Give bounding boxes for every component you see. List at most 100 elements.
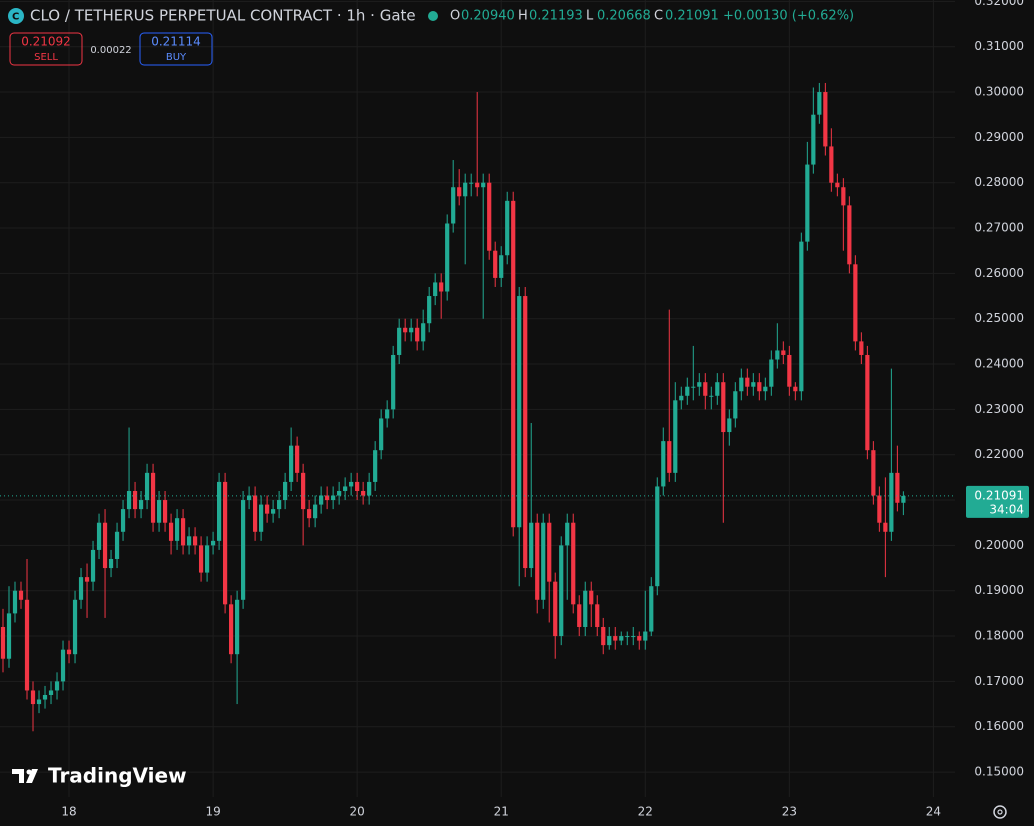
candle-body [343, 486, 348, 491]
x-tick-label: 19 [205, 805, 220, 819]
candle-body [421, 323, 426, 342]
candle-body [889, 472, 894, 532]
candle-body [42, 694, 48, 700]
y-tick-label: 0.30000 [974, 85, 1024, 99]
y-tick-label: 0.26000 [974, 266, 1024, 280]
candle-body [823, 92, 828, 147]
candle-body [265, 504, 270, 514]
symbol-icon [8, 8, 24, 24]
candle-body [409, 327, 414, 333]
candle-body [553, 581, 558, 637]
candle-body [739, 377, 744, 392]
candle-body [126, 490, 132, 510]
buy-label: BUY [166, 52, 187, 63]
y-tick-label: 0.19000 [974, 583, 1024, 597]
candle-body [72, 599, 78, 655]
watermark: TradingView [48, 764, 187, 788]
candle-body [583, 590, 588, 627]
candle-body [667, 441, 672, 473]
candle-body [775, 350, 780, 360]
candle-body [48, 690, 54, 695]
candle-body [625, 636, 630, 638]
spread: 0.00022 [90, 45, 131, 56]
candle-body [535, 522, 540, 600]
y-tick-label: 0.23000 [974, 402, 1024, 416]
candle-body [150, 472, 156, 523]
candle-body [841, 187, 846, 206]
symbol-icon-glyph: C [12, 12, 19, 23]
x-tick-label: 21 [494, 805, 509, 819]
candle-body [805, 164, 810, 242]
candle-body [763, 386, 768, 392]
candle-body [469, 182, 474, 184]
candle-body [12, 590, 18, 614]
y-tick-label: 0.32000 [974, 0, 1024, 8]
axes: 0.15000 0.16000 0.17000 0.18000 0.19000 0.200… [61, 0, 1029, 819]
buy-button[interactable] [139, 32, 213, 66]
settings-icon-center [997, 809, 1003, 815]
y-tick-label: 0.25000 [974, 311, 1024, 325]
candle-body [204, 545, 210, 573]
candle-body [685, 386, 690, 396]
candle-body [138, 500, 144, 510]
y-tick-label: 0.18000 [974, 629, 1024, 643]
sell-label: SELL [34, 52, 58, 63]
y-tick-label: 0.15000 [974, 765, 1024, 779]
candle-body [307, 509, 312, 519]
candle-body [847, 205, 852, 265]
candle-body [793, 386, 798, 392]
candle-body [379, 418, 384, 451]
candle-body [144, 472, 150, 501]
candle-body [36, 699, 42, 705]
ohlc-legend: O 0.20940 H 0.21193 L 0.20668 C 0.21091 [450, 9, 719, 24]
settings-icon[interactable] [993, 805, 1007, 819]
candle-body [865, 354, 870, 451]
candle-body [114, 531, 120, 559]
y-tick-label: 0.24000 [974, 357, 1024, 371]
candle-body [493, 250, 498, 278]
candle-body [403, 327, 408, 333]
candle-body [835, 182, 840, 188]
candle-body [283, 481, 288, 501]
legend-value: 0.21091 [665, 9, 719, 24]
candle-body [457, 187, 462, 197]
candle-body [228, 604, 234, 655]
candle-body [355, 481, 360, 491]
candle-body [589, 590, 594, 605]
legend-value: 0.20668 [597, 9, 651, 24]
candle-body [661, 441, 666, 487]
candle-body [565, 522, 570, 546]
candle-body [733, 391, 738, 419]
x-tick-label: 24 [926, 805, 941, 819]
candle-body [559, 545, 564, 637]
y-tick-label: 0.28000 [974, 175, 1024, 189]
sell-button[interactable] [9, 32, 83, 66]
candle-body [541, 522, 546, 600]
candle-body [607, 636, 612, 646]
candle-body [547, 522, 552, 582]
candle-body [829, 146, 834, 183]
chart-title[interactable]: CLO / TETHERUS PERPETUAL CONTRACT · 1h ·… [30, 7, 416, 25]
candle-body [529, 522, 534, 569]
candle-body [517, 296, 522, 528]
candle-body [901, 495, 906, 503]
candle-body [511, 200, 516, 528]
candle-body [679, 395, 684, 401]
candle-body [415, 327, 420, 342]
candle-body [445, 223, 450, 292]
candle-body [601, 626, 606, 646]
candle-body [319, 495, 324, 505]
candle-body [709, 395, 714, 397]
candle-body [463, 182, 468, 197]
candle-body [198, 545, 204, 573]
y-tick-label: 0.16000 [974, 719, 1024, 733]
legend-key: C [654, 9, 663, 24]
candle-body [0, 626, 6, 659]
candle-body [433, 282, 438, 297]
candle-body [30, 690, 36, 705]
candle-body [769, 359, 774, 387]
candle-body [391, 354, 396, 410]
candle-body [132, 490, 138, 510]
y-tick-label: 0.20000 [974, 538, 1024, 552]
